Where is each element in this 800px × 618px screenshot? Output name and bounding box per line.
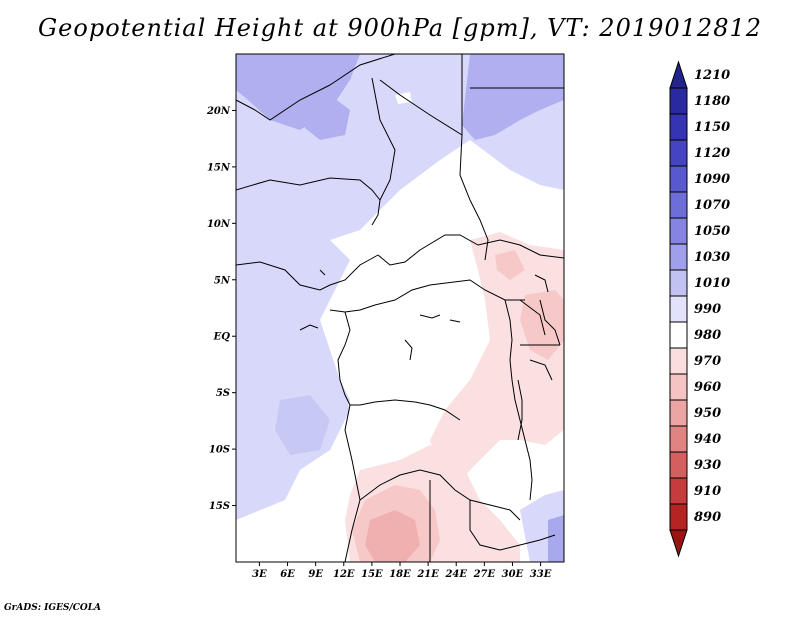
colorbar-level-label: 1010 <box>694 276 730 291</box>
lat-tick-label: 20N <box>206 106 231 117</box>
map-title: Geopotential Height at 900hPa [gpm], VT:… <box>38 14 762 42</box>
colorbar-level-label: 950 <box>694 406 721 421</box>
field-1050-north-island <box>305 95 350 140</box>
field-1030-atlantic-patch <box>275 395 330 455</box>
colorbar-swatch <box>669 425 688 453</box>
lon-tick-label: 12E <box>333 569 355 580</box>
field-1050-north-west <box>236 54 360 130</box>
geopotential-field <box>236 54 564 562</box>
colorbar-level-label: 1120 <box>694 146 730 161</box>
colorbar-swatch <box>669 503 688 531</box>
colorbar-level-label: 1030 <box>694 250 730 265</box>
colorbar-swatch <box>669 165 688 193</box>
colorbar-level-label: 970 <box>694 354 721 369</box>
lon-tick-label: 6E <box>280 569 295 580</box>
colorbar-level-label: 990 <box>694 302 721 317</box>
colorbar-level-label: 930 <box>694 458 721 473</box>
field-960-south <box>365 510 420 562</box>
colorbar-level-label: 890 <box>694 510 721 525</box>
country-borders <box>236 54 564 562</box>
lat-tick-label: 5S <box>216 388 230 399</box>
field-1050-south-east <box>548 515 564 562</box>
colorbar-level-label: 1180 <box>694 94 730 109</box>
colorbar-swatch <box>669 243 688 271</box>
lat-tick-label: EQ <box>213 332 231 343</box>
colorbar-swatch <box>669 477 688 505</box>
colorbar-level-label: 960 <box>694 380 721 395</box>
colorbar-level-label: 1150 <box>694 120 730 135</box>
lon-tick-label: 21E <box>416 569 439 580</box>
field-970-east-patch <box>495 250 525 280</box>
colorbar-swatch <box>669 399 688 427</box>
colorbar-bottom-arrow <box>669 529 688 558</box>
colorbar-swatch <box>669 87 688 115</box>
lat-tick-label: 10N <box>207 219 231 230</box>
field-1050-north-east <box>462 54 564 140</box>
lon-tick-label: 33E <box>530 569 552 580</box>
lon-tick-label: 3E <box>252 569 267 580</box>
colorbar-swatch <box>669 113 688 141</box>
colorbar-swatch <box>669 295 688 323</box>
colorbar-level-label: 1090 <box>694 172 730 187</box>
lon-tick-label: 18E <box>389 569 411 580</box>
colorbar-level-label: 1050 <box>694 224 730 239</box>
colorbar-swatch <box>669 347 688 375</box>
colorbar-swatch <box>669 269 688 297</box>
colorbar-swatch <box>669 139 688 167</box>
colorbar-swatch <box>669 321 688 349</box>
colorbar-swatch <box>669 191 688 219</box>
longitude-axis: 3E 6E 9E 12E 15E 18E 21E 24E 27E 30E 33E <box>252 562 552 580</box>
lat-tick-label: 10S <box>209 445 230 456</box>
lon-tick-label: 24E <box>444 569 467 580</box>
colorbar-swatch <box>669 373 688 401</box>
grads-credit: GrADS: IGES/COLA <box>4 603 102 613</box>
lon-tick-label: 15E <box>361 569 383 580</box>
lon-tick-label: 30E <box>502 569 524 580</box>
colorbar-swatch <box>669 217 688 245</box>
lat-tick-label: 5N <box>214 275 231 286</box>
colorbar-level-label: 910 <box>694 484 721 499</box>
latitude-axis: 20N 15N 10N 5N EQ 5S 10S 15S <box>206 106 236 512</box>
lat-tick-label: 15N <box>207 162 231 173</box>
colorbar-level-label: 1070 <box>694 198 730 213</box>
colorbar-level-label: 1210 <box>694 68 730 83</box>
lat-tick-label: 15S <box>209 501 230 512</box>
colorbar: 1210 1180 1150 1120 1090 1070 1050 1030 1010 990 9… <box>669 60 730 558</box>
lon-tick-label: 9E <box>308 569 323 580</box>
colorbar-top-arrow <box>669 60 688 89</box>
colorbar-level-label: 940 <box>694 432 721 447</box>
colorbar-level-label: 980 <box>694 328 721 343</box>
colorbar-swatch <box>669 451 688 479</box>
lon-tick-label: 27E <box>473 569 496 580</box>
